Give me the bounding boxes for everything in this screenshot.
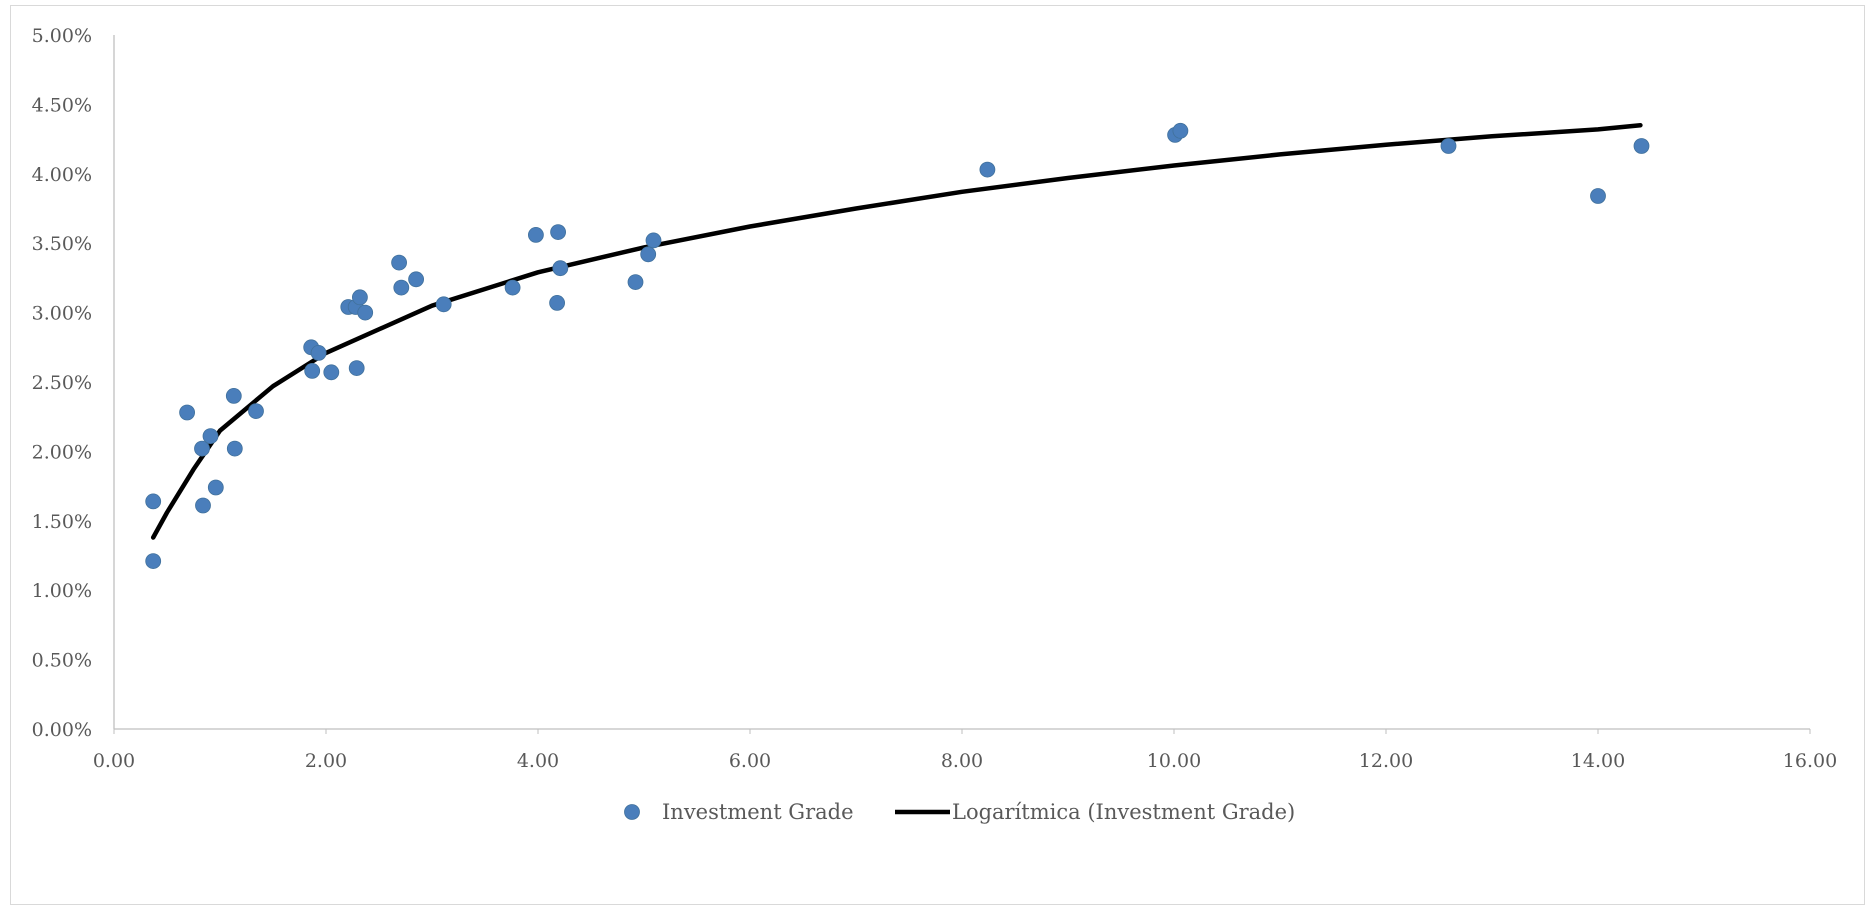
scatter-point bbox=[202, 428, 219, 445]
scatter-point bbox=[248, 403, 264, 420]
scatter-point bbox=[979, 161, 996, 178]
y-tick-label: 3.00% bbox=[32, 303, 92, 325]
scatter-point bbox=[1590, 188, 1606, 204]
scatter-point bbox=[323, 364, 340, 381]
scatter-point bbox=[351, 289, 368, 306]
legend-label-trendline: Logarítmica (Investment Grade) bbox=[952, 800, 1295, 824]
x-tick-label: 12.00 bbox=[1359, 750, 1413, 772]
y-tick-label: 5.00% bbox=[32, 25, 92, 47]
scatter-point bbox=[226, 440, 243, 457]
scatter-point bbox=[550, 224, 566, 241]
chart: 0.00% 0.50% 1.00% 1.50% 2.00% 2.50% 3.00% 3.50%… bbox=[32, 25, 1838, 824]
scatter-points bbox=[145, 122, 1650, 569]
x-tick-label: 6.00 bbox=[729, 750, 771, 772]
scatter-point bbox=[1633, 138, 1650, 154]
scatter-point bbox=[391, 254, 408, 271]
scatter-point bbox=[528, 226, 544, 243]
legend-label-scatter: Investment Grade bbox=[662, 800, 854, 824]
scatter-point bbox=[640, 246, 657, 263]
scatter-point bbox=[1440, 138, 1457, 154]
scatter-point bbox=[145, 493, 162, 510]
y-tick-label: 0.50% bbox=[32, 650, 92, 672]
x-tick-label: 16.00 bbox=[1783, 750, 1837, 772]
y-tick-label: 2.50% bbox=[32, 372, 92, 394]
y-tick-label: 0.00% bbox=[32, 719, 92, 741]
y-tick-label: 3.50% bbox=[32, 233, 92, 255]
scatter-point bbox=[408, 271, 425, 288]
trendline-path bbox=[150, 122, 1643, 540]
x-tick-label: 10.00 bbox=[1147, 750, 1201, 772]
scatter-point bbox=[552, 260, 569, 277]
x-tick-label: 8.00 bbox=[941, 750, 983, 772]
scatter-point bbox=[393, 279, 410, 296]
scatter-point bbox=[348, 360, 365, 377]
scatter-point bbox=[145, 553, 162, 569]
scatter-point bbox=[357, 304, 374, 321]
scatter-point bbox=[504, 279, 521, 296]
trendline bbox=[150, 122, 1643, 540]
y-tick-label: 4.50% bbox=[32, 94, 92, 116]
x-tick-label: 2.00 bbox=[305, 750, 347, 772]
y-tick-label: 1.00% bbox=[32, 580, 92, 602]
legend-marker-scatter bbox=[624, 804, 640, 820]
scatter-point bbox=[310, 344, 327, 361]
y-tick-labels: 0.00% 0.50% 1.00% 1.50% 2.00% 2.50% 3.00% 3.50%… bbox=[32, 25, 92, 741]
scatter-point bbox=[194, 440, 210, 457]
scatter-point bbox=[549, 294, 565, 311]
y-tick-label: 4.00% bbox=[32, 164, 92, 186]
scatter-point bbox=[1172, 122, 1189, 139]
scatter-point bbox=[179, 404, 196, 421]
scatter-point bbox=[627, 274, 644, 291]
scatter-point bbox=[435, 296, 452, 313]
scatter-point bbox=[304, 362, 321, 379]
y-tick-label: 1.50% bbox=[32, 511, 92, 533]
x-tick-labels: 0.00 2.00 4.00 6.00 8.00 10.00 12.00 14.00 16.00 bbox=[93, 750, 1837, 772]
x-tick-label: 4.00 bbox=[517, 750, 559, 772]
scatter-point bbox=[645, 232, 662, 249]
scatter-point bbox=[207, 479, 224, 496]
scatter-point bbox=[225, 387, 242, 404]
x-tick-label: 14.00 bbox=[1571, 750, 1625, 772]
y-tick-label: 2.00% bbox=[32, 441, 92, 463]
scatter-point bbox=[195, 497, 211, 514]
legend: Investment Grade Logarítmica (Investment … bbox=[624, 800, 1295, 824]
x-tick-label: 0.00 bbox=[93, 750, 135, 772]
axes bbox=[113, 35, 1811, 734]
